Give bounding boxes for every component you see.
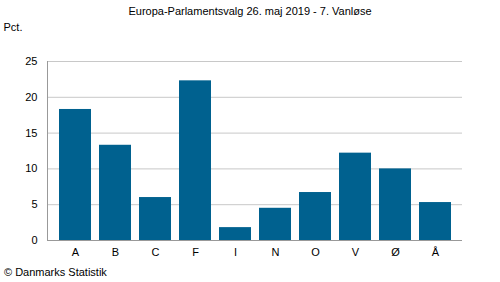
svg-text:V: V: [352, 246, 360, 258]
svg-text:N: N: [272, 246, 280, 258]
svg-text:Pct.: Pct.: [4, 21, 23, 33]
html-text:Europa-Parlamentsvalg 26. maj: Europa-Parlamentsvalg 26. maj 2019 - 7. …: [128, 5, 372, 17]
svg-text:Ø: Ø: [391, 246, 400, 258]
svg-text:C: C: [152, 246, 160, 258]
svg-text:B: B: [112, 246, 119, 258]
svg-text:O: O: [311, 246, 320, 258]
html-text:© Danmarks Statistik: © Danmarks Statistik: [4, 266, 107, 278]
svg-text:15: 15: [25, 127, 37, 139]
svg-text:0: 0: [31, 234, 37, 246]
svg-text:Å: Å: [432, 246, 440, 258]
svg-text:5: 5: [31, 198, 37, 210]
svg-text:20: 20: [25, 91, 37, 103]
svg-text:10: 10: [25, 162, 37, 174]
svg-text:F: F: [192, 246, 199, 258]
svg-text:I: I: [234, 246, 237, 258]
svg-text:A: A: [72, 246, 80, 258]
svg-text:25: 25: [25, 55, 37, 67]
